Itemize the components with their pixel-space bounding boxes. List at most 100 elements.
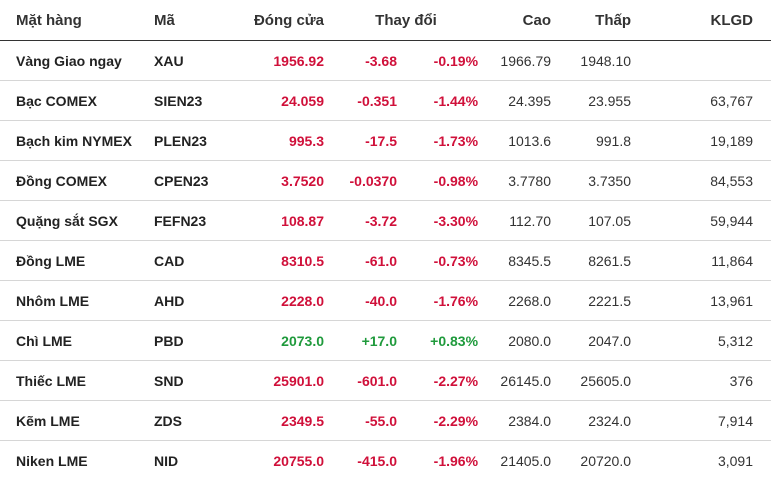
cell-change: -0.351 — [328, 80, 401, 121]
cell-name: Đồng COMEX — [0, 160, 148, 201]
cell-code: AHD — [148, 280, 236, 321]
cell-low: 991.8 — [557, 120, 636, 161]
cell-code: NID — [154, 452, 179, 469]
cell-close: 1956.92 — [236, 40, 328, 81]
cell-high: 1966.79 — [484, 40, 558, 81]
cell-low: 23.955 — [557, 80, 636, 121]
cell-volume: 7,914 — [635, 400, 771, 441]
header-name: Mặt hàng — [0, 0, 148, 41]
cell-low: 25605.0 — [557, 360, 636, 401]
cell-high: 112.70 — [484, 200, 558, 241]
cell-name: Vàng Giao ngay — [0, 40, 148, 81]
cell-close: 2073.0 — [236, 320, 328, 361]
cell-change-percent: -1.96% — [433, 452, 479, 469]
cell-change: -415.0 — [357, 452, 397, 469]
cell-change: -601.0 — [328, 360, 401, 401]
cell-low: 20720.0 — [580, 452, 632, 469]
cell-close: 20755.0 — [273, 452, 324, 469]
cell-high: 24.395 — [484, 80, 558, 121]
table-row: Bạc COMEX SIEN23 24.059 -0.351 -1.44% 24.395 2… — [0, 80, 771, 121]
cell-code: PBD — [148, 320, 236, 361]
cell-volume: 63,767 — [635, 80, 771, 121]
table-body: Vàng Giao ngay XAU 1956.92 -3.68 -0.19% 1966.… — [0, 40, 771, 481]
cell-low: 2221.5 — [557, 280, 636, 321]
cell-close: 108.87 — [236, 200, 328, 241]
cell-change-percent: -0.98% — [401, 160, 485, 201]
cell-code: FEFN23 — [148, 200, 236, 241]
table-row: Bạch kim NYMEX PLEN23 995.3 -17.5 -1.73% 1013… — [0, 120, 771, 161]
cell-high: 3.7780 — [484, 160, 558, 201]
cell-close: 2349.5 — [236, 400, 328, 441]
cell-name: Đồng LME — [0, 240, 148, 281]
table-row: Đồng COMEX CPEN23 3.7520 -0.0370 -0.98% 3.778… — [0, 160, 771, 201]
cell-high: 21405.0 — [500, 452, 552, 469]
table-row: Nhôm LME AHD 2228.0 -40.0 -1.76% 2268.0 2221.5… — [0, 280, 771, 321]
cell-code: PLEN23 — [148, 120, 236, 161]
cell-close: 8310.5 — [236, 240, 328, 281]
table-row: Đồng LME CAD 8310.5 -61.0 -0.73% 8345.5 8261.5… — [0, 240, 771, 281]
cell-close: 2228.0 — [236, 280, 328, 321]
cell-close: 25901.0 — [236, 360, 328, 401]
cell-low: 1948.10 — [557, 40, 636, 81]
cell-code: XAU — [148, 40, 236, 81]
cell-change-percent: -0.73% — [401, 240, 485, 281]
cell-name: Niken LME — [16, 452, 88, 469]
table-header-row: Mặt hàng Mã Đóng cửa Thay đổi Cao Thấp K… — [0, 0, 771, 41]
cell-name: Bạc COMEX — [0, 80, 148, 121]
cell-volume: 84,553 — [635, 160, 771, 201]
header-low: Thấp — [557, 0, 636, 41]
cell-low: 2324.0 — [557, 400, 636, 441]
cell-volume: 13,961 — [635, 280, 771, 321]
cell-change-percent: -1.76% — [401, 280, 485, 321]
header-close: Đóng cửa — [236, 0, 328, 41]
cell-change: -55.0 — [328, 400, 401, 441]
header-code: Mã — [148, 0, 236, 41]
table-row: Niken LME NID 20755.0 -415.0 -1.96% 21405.0 20… — [0, 441, 771, 481]
cell-volume — [635, 40, 771, 81]
cell-name: Quặng sắt SGX — [0, 200, 148, 241]
cell-volume: 376 — [635, 360, 771, 401]
cell-change-percent: -0.19% — [401, 40, 485, 81]
cell-change: -17.5 — [328, 120, 401, 161]
cell-name: Thiếc LME — [0, 360, 148, 401]
cell-change-percent: -3.30% — [401, 200, 485, 241]
cell-volume: 3,091 — [717, 452, 754, 469]
cell-change-percent: -1.44% — [401, 80, 485, 121]
cell-high: 2268.0 — [484, 280, 558, 321]
cell-name: Nhôm LME — [0, 280, 148, 321]
cell-change: -40.0 — [328, 280, 401, 321]
header-high: Cao — [484, 0, 558, 41]
header-change: Thay đổi — [328, 0, 485, 41]
cell-code: SIEN23 — [148, 80, 236, 121]
table-row: Kẽm LME ZDS 2349.5 -55.0 -2.29% 2384.0 2324.0 7… — [0, 400, 771, 441]
table-row: Chì LME PBD 2073.0 +17.0 +0.83% 2080.0 2047.0 5… — [0, 320, 771, 361]
table-row: Quặng sắt SGX FEFN23 108.87 -3.72 -3.30% 112.… — [0, 200, 771, 241]
cell-high: 2384.0 — [484, 400, 558, 441]
cell-change: -3.68 — [328, 40, 401, 81]
cell-high: 1013.6 — [484, 120, 558, 161]
cell-high: 26145.0 — [484, 360, 558, 401]
cell-code: CAD — [148, 240, 236, 281]
cell-low: 107.05 — [557, 200, 636, 241]
cell-low: 8261.5 — [557, 240, 636, 281]
cell-code: CPEN23 — [148, 160, 236, 201]
table-row: Thiếc LME SND 25901.0 -601.0 -2.27% 26145.0 25… — [0, 360, 771, 401]
cell-close: 3.7520 — [236, 160, 328, 201]
cell-volume: 11,864 — [635, 240, 771, 281]
cell-name: Kẽm LME — [0, 400, 148, 441]
cell-high: 8345.5 — [484, 240, 558, 281]
cell-code: ZDS — [148, 400, 236, 441]
cell-close: 24.059 — [236, 80, 328, 121]
cell-code: SND — [148, 360, 236, 401]
cell-volume: 5,312 — [635, 320, 771, 361]
cell-change: -0.0370 — [328, 160, 401, 201]
cell-change-percent: -1.73% — [401, 120, 485, 161]
header-volume: KLGD — [635, 0, 771, 41]
cell-change: -61.0 — [328, 240, 401, 281]
cell-low: 2047.0 — [557, 320, 636, 361]
cell-name: Bạch kim NYMEX — [0, 120, 148, 161]
cell-close: 995.3 — [236, 120, 328, 161]
cell-name: Chì LME — [0, 320, 148, 361]
cell-high: 2080.0 — [484, 320, 558, 361]
cell-change: -3.72 — [328, 200, 401, 241]
